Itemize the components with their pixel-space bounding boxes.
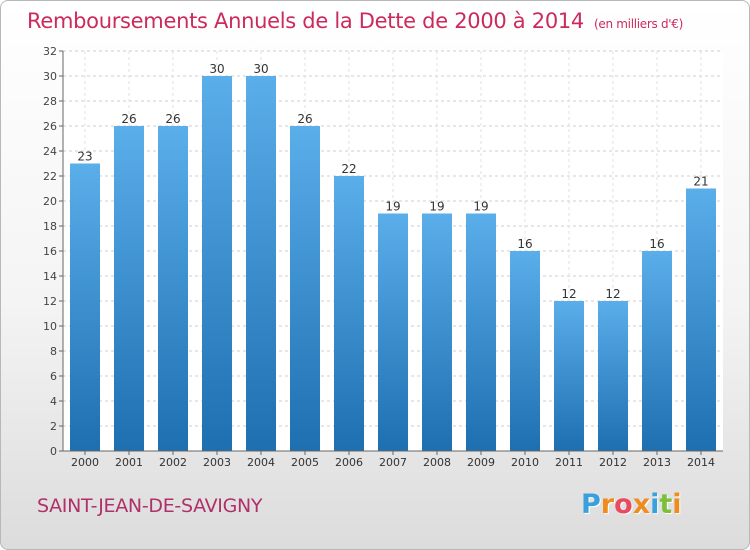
- logo-letter: x: [632, 489, 651, 520]
- y-tick-label-2: 2: [50, 420, 57, 433]
- bar-2001: [114, 126, 144, 451]
- bar-value-label-2004: 30: [253, 62, 268, 76]
- bar-value-label-2005: 26: [297, 112, 312, 126]
- x-tick-label-2011: 2011: [555, 456, 583, 469]
- y-tick-label-4: 4: [50, 395, 57, 408]
- x-tick-label-2000: 2000: [71, 456, 99, 469]
- bar-2005: [290, 126, 320, 451]
- bar-value-label-2001: 26: [121, 112, 136, 126]
- bar-2010: [510, 251, 540, 451]
- y-tick-label-16: 16: [43, 245, 57, 258]
- bar-2009: [466, 213, 496, 451]
- x-tick-label-2009: 2009: [467, 456, 495, 469]
- logo-letter: o: [614, 489, 633, 520]
- bar-2011: [554, 301, 584, 451]
- bar-2003: [202, 76, 232, 451]
- bar-value-label-2003: 30: [209, 62, 224, 76]
- bar-value-label-2009: 19: [473, 200, 488, 214]
- x-tick-label-2003: 2003: [203, 456, 231, 469]
- logo-letter: i: [650, 489, 660, 520]
- x-tick-label-2001: 2001: [115, 456, 143, 469]
- y-tick-label-10: 10: [43, 320, 57, 333]
- y-tick-label-24: 24: [43, 145, 57, 158]
- x-tick-label-2002: 2002: [159, 456, 187, 469]
- x-tick-label-2007: 2007: [379, 456, 407, 469]
- y-tick-label-28: 28: [43, 95, 57, 108]
- bar-value-label-2002: 26: [165, 112, 180, 126]
- bar-2008: [422, 213, 452, 451]
- bar-2006: [334, 176, 364, 451]
- x-tick-label-2012: 2012: [599, 456, 627, 469]
- bar-value-label-2013: 16: [649, 237, 664, 251]
- bar-value-label-2014: 21: [693, 175, 708, 189]
- proxiti-logo: Proxiti: [581, 489, 682, 520]
- y-tick-label-14: 14: [43, 270, 57, 283]
- x-tick-label-2008: 2008: [423, 456, 451, 469]
- x-tick-label-2006: 2006: [335, 456, 363, 469]
- x-tick-label-2013: 2013: [643, 456, 671, 469]
- chart-title-text: Remboursements Annuels de la Dette de 20…: [27, 9, 584, 33]
- logo-letter: t: [659, 489, 673, 520]
- logo-letter: r: [600, 489, 615, 520]
- y-tick-label-18: 18: [43, 220, 57, 233]
- bar-2007: [378, 213, 408, 451]
- bar-value-label-2007: 19: [385, 200, 400, 214]
- bar-value-label-2012: 12: [605, 287, 620, 301]
- bar-value-label-2011: 12: [561, 287, 576, 301]
- bar-2013: [642, 251, 672, 451]
- x-tick-label-2010: 2010: [511, 456, 539, 469]
- logo-letter: P: [581, 489, 601, 520]
- x-tick-label-2004: 2004: [247, 456, 275, 469]
- y-tick-label-22: 22: [43, 170, 57, 183]
- bar-value-label-2008: 19: [429, 200, 444, 214]
- y-tick-label-0: 0: [50, 445, 57, 458]
- bar-value-label-2000: 23: [77, 150, 92, 164]
- location-name: SAINT-JEAN-DE-SAVIGNY: [37, 495, 263, 517]
- bar-2002: [158, 126, 188, 451]
- y-tick-label-12: 12: [43, 295, 57, 308]
- logo-letter: i: [672, 489, 682, 520]
- y-tick-label-20: 20: [43, 195, 57, 208]
- bar-2014: [686, 188, 716, 451]
- bar-2000: [70, 163, 100, 451]
- y-tick-label-6: 6: [50, 370, 57, 383]
- bar-2004: [246, 76, 276, 451]
- y-tick-label-8: 8: [50, 345, 57, 358]
- x-tick-label-2014: 2014: [687, 456, 715, 469]
- y-tick-label-32: 32: [43, 45, 57, 58]
- chart-subtitle: (en milliers d'€): [594, 17, 684, 31]
- y-tick-label-30: 30: [43, 70, 57, 83]
- chart-title: Remboursements Annuels de la Dette de 20…: [27, 9, 683, 33]
- x-tick-label-2005: 2005: [291, 456, 319, 469]
- y-tick-label-26: 26: [43, 120, 57, 133]
- bar-value-label-2010: 16: [517, 237, 532, 251]
- bar-2012: [598, 301, 628, 451]
- bar-value-label-2006: 22: [341, 162, 356, 176]
